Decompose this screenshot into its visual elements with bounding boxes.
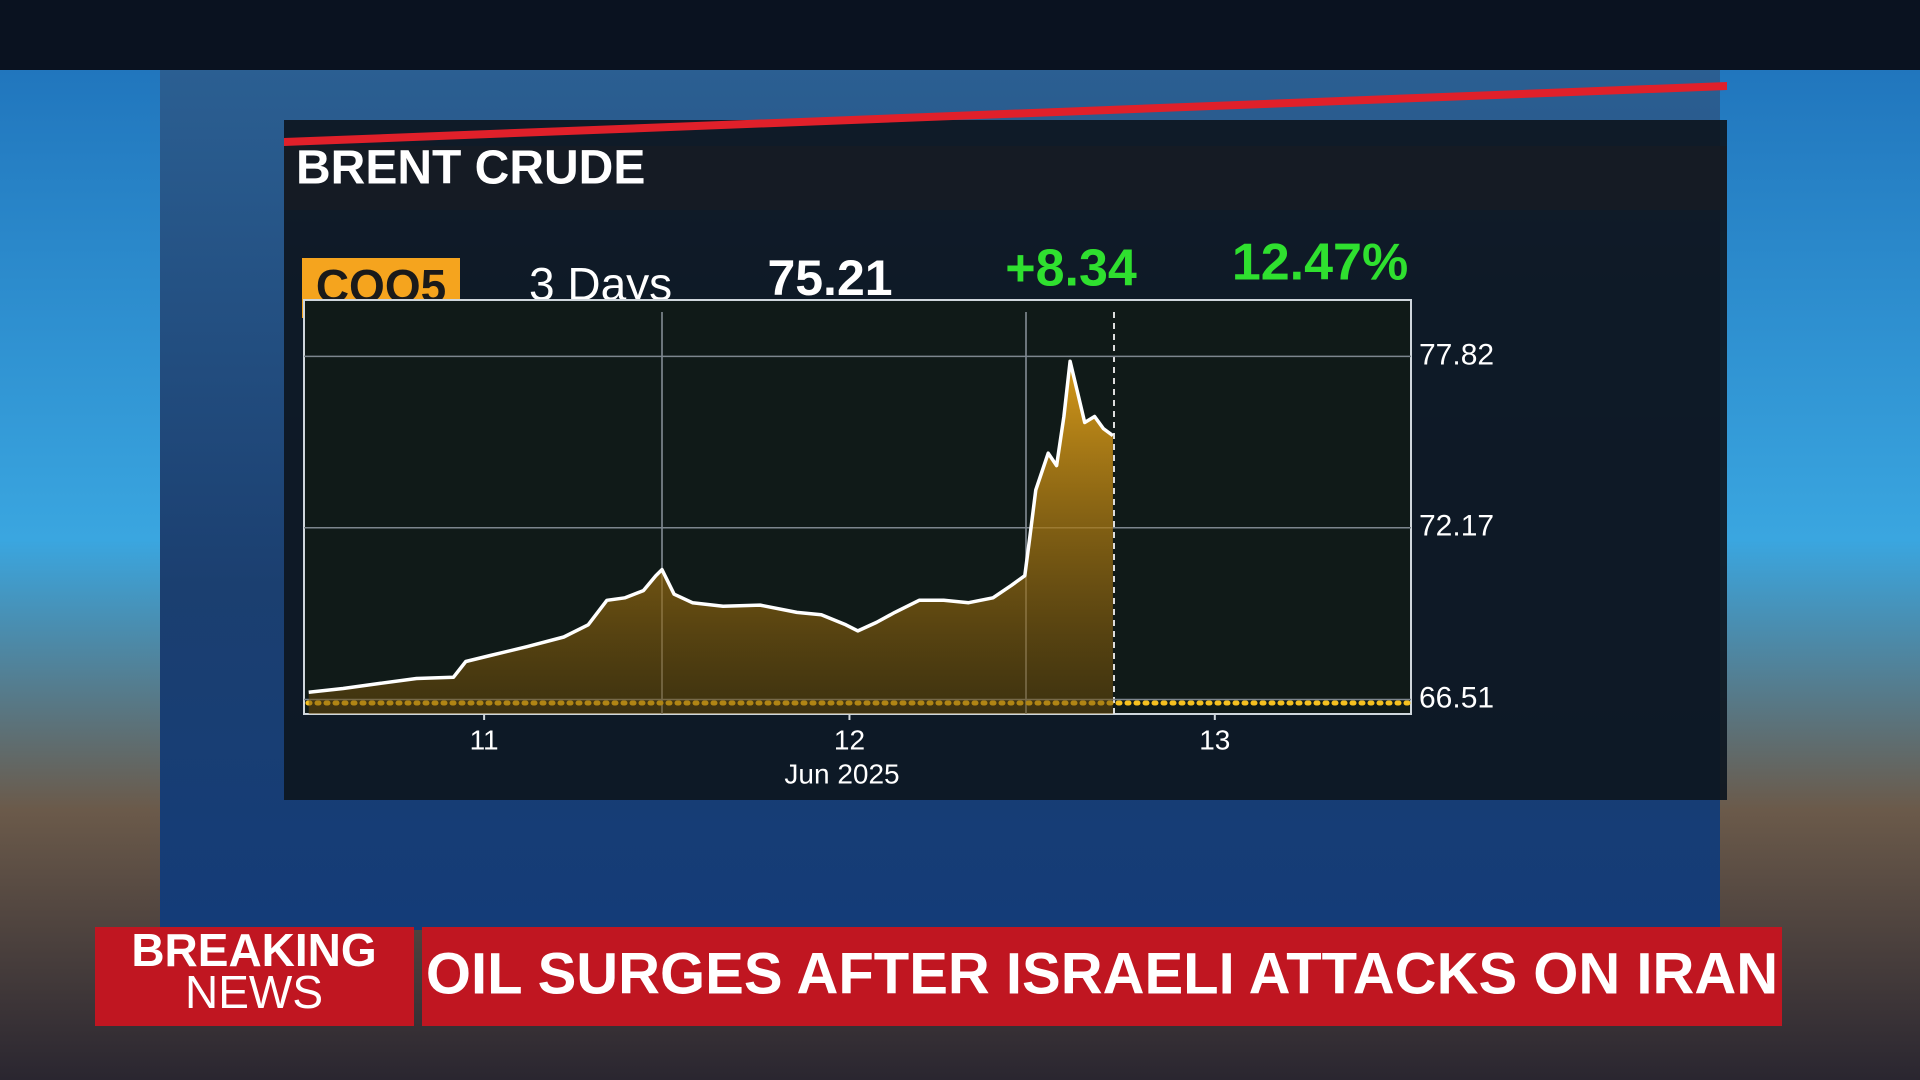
panel-accent	[284, 82, 1727, 146]
breaking-label: BREAKING	[131, 924, 376, 976]
news-label: NEWS	[185, 966, 323, 1018]
change: +8.34	[1005, 240, 1137, 298]
x-tick-label: 12	[834, 724, 865, 755]
last-price: 75.21	[767, 250, 892, 306]
price-line	[308, 359, 1114, 694]
chart-title: BRENT CRUDE	[296, 142, 645, 195]
plot: 66.51 72.17 77.82 11 12 13	[304, 338, 1494, 755]
ceiling	[0, 0, 1920, 70]
y-tick-label: 77.82	[1419, 338, 1494, 371]
change-percent: 12.47%	[1232, 234, 1408, 292]
x-axis-label: Jun 2025	[784, 758, 899, 789]
y-tick-label: 66.51	[1419, 681, 1494, 714]
headline: OIL SURGES AFTER ISRAELI ATTACKS ON IRAN	[426, 941, 1778, 1006]
title-bar	[284, 146, 1727, 210]
breaking-box	[95, 927, 414, 1026]
x-tick-label: 11	[470, 724, 499, 755]
area	[308, 361, 1113, 714]
headline-box	[422, 927, 1782, 1026]
y-tick-label: 72.17	[1419, 510, 1494, 543]
x-tick-label: 13	[1199, 724, 1230, 755]
